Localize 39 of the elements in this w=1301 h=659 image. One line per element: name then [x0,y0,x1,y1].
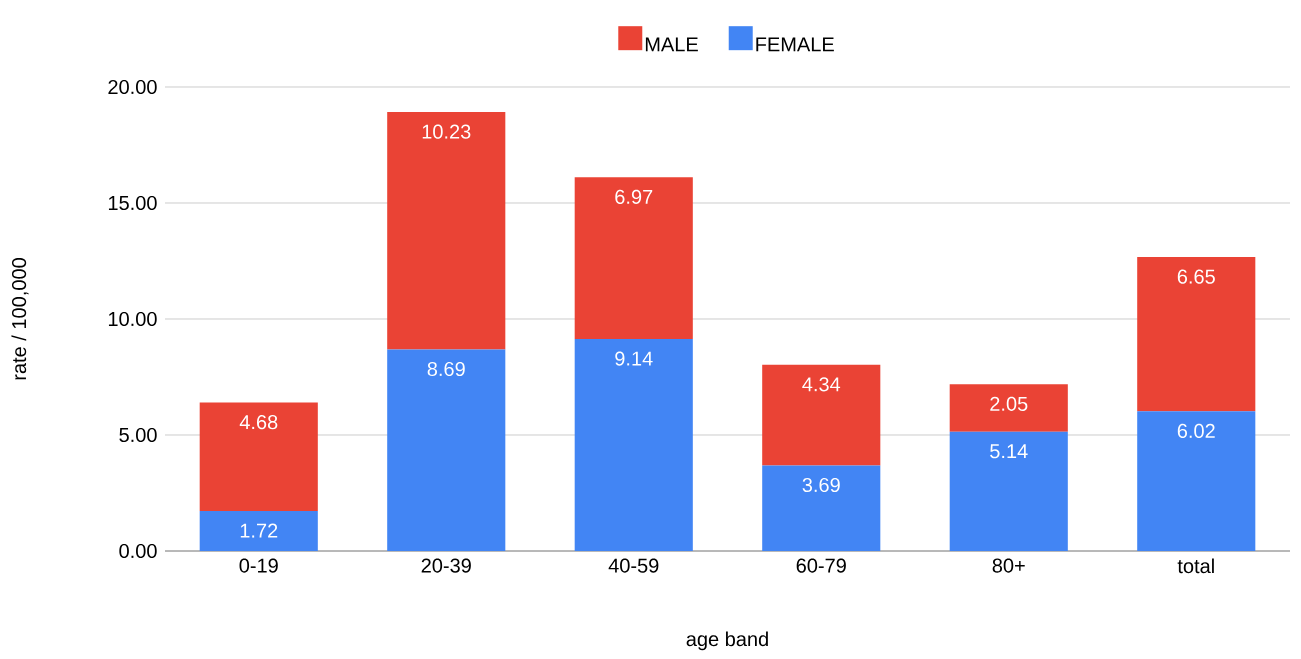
x-tick-label: total [1177,558,1214,574]
y-tick-label: 20.00 [108,79,157,95]
bar [387,112,506,350]
x-tick-label: 80+ [992,558,1025,573]
bar [949,384,1068,432]
bar [1137,411,1256,551]
data-label: 8.69 [427,361,465,377]
y-tick-label: 15.00 [108,195,157,211]
bar [1137,257,1256,412]
y-axis-title: rate / 100,000 [11,258,29,380]
data-label: 6.97 [615,189,653,204]
data-label: 5.14 [990,444,1028,459]
legend-label: MALE [645,37,698,52]
x-axis-title: age band [686,631,768,651]
data-label: 1.72 [240,523,278,538]
data-label: 6.02 [1177,423,1215,439]
data-label: 10.23 [422,124,471,139]
legend-label: FEMALE [756,37,834,52]
x-tick-label: 40-59 [608,558,659,573]
bar [387,349,506,551]
y-tick-label: 10.00 [108,311,157,327]
bar [574,177,693,339]
data-label: 6.65 [1177,269,1215,284]
data-label: 4.34 [802,377,841,392]
bar [762,364,881,466]
bar [574,338,693,551]
bar [949,431,1068,551]
y-tick-label: 5.00 [119,427,157,443]
x-tick-label: 20-39 [421,558,471,573]
x-tick-label: 60-79 [796,558,846,573]
bar [199,511,318,551]
bar [762,465,881,551]
data-label: 9.14 [615,351,653,366]
data-label: 3.69 [802,477,840,493]
y-tick-label: 0.00 [119,543,157,559]
bar [199,402,318,512]
data-label: 4.68 [239,415,278,430]
data-label: 2.05 [990,396,1028,411]
x-tick-label: 0-19 [239,558,278,573]
